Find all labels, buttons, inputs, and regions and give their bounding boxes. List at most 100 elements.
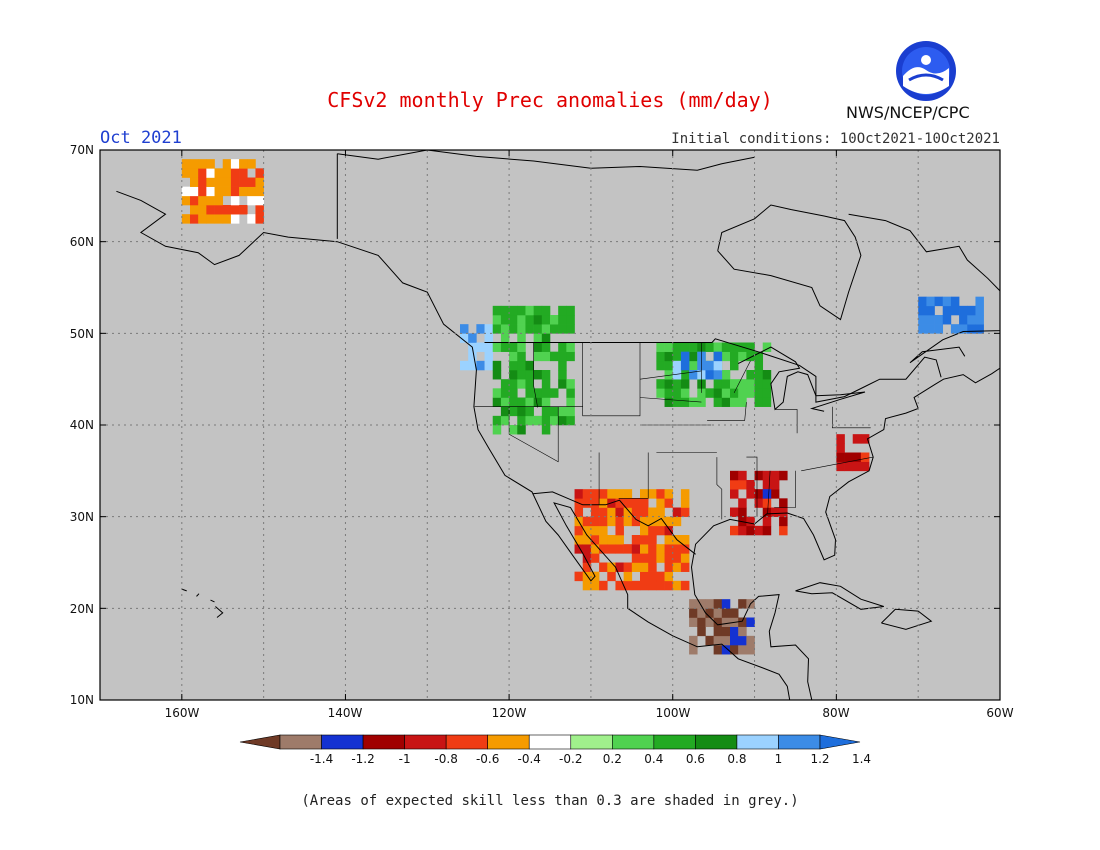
lat-label-10n: 10N — [69, 693, 94, 707]
anomaly-cell — [697, 617, 706, 627]
anomaly-cell — [664, 571, 674, 582]
anomaly-cell — [509, 397, 518, 407]
anomaly-cell — [566, 351, 575, 362]
colorbar-label: 1.4 — [851, 752, 872, 766]
anomaly-cell — [689, 617, 698, 627]
anomaly-cell — [190, 205, 199, 215]
anomaly-cell — [762, 470, 772, 481]
anomaly-cell — [230, 159, 240, 169]
anomaly-cell — [615, 544, 624, 554]
anomaly-cell — [721, 617, 731, 627]
anomaly-cell — [484, 342, 494, 352]
anomaly-cell — [222, 205, 232, 215]
anomaly-cell — [770, 480, 780, 490]
state-border — [639, 397, 702, 403]
anomaly-cell — [492, 415, 502, 426]
anomaly-cell — [239, 177, 248, 187]
state-border — [639, 370, 702, 380]
anomaly-cell — [533, 315, 543, 325]
anomaly-cell — [533, 342, 543, 352]
anomaly-cell — [721, 351, 731, 362]
anomaly-cell — [680, 489, 690, 499]
anomaly-cell — [541, 324, 551, 334]
anomaly-cell — [672, 553, 682, 563]
anomaly-cell — [713, 617, 723, 627]
anomaly-cell — [950, 324, 960, 334]
anomaly-cell — [689, 599, 698, 609]
anomaly-cell — [181, 214, 191, 224]
anomaly-cell — [533, 324, 543, 334]
anomaly-cell — [533, 370, 543, 380]
chart-title: CFSv2 monthly Prec anomalies (mm/day) — [327, 88, 773, 112]
anomaly-cell — [214, 168, 224, 178]
lat-label-50n: 50N — [69, 327, 94, 341]
anomaly-cell — [558, 360, 567, 371]
anomaly-cell — [623, 544, 633, 554]
colorbar-segment — [653, 734, 696, 750]
anomaly-cell — [607, 544, 616, 554]
anomaly-cell — [541, 333, 551, 343]
anomaly-cell — [550, 415, 559, 426]
lat-label-60n: 60N — [69, 235, 94, 249]
anomaly-cell — [697, 599, 706, 609]
anomaly-cell — [705, 599, 714, 609]
anomaly-region-gulf-coast-dry — [730, 470, 788, 536]
anomaly-cell — [517, 425, 526, 435]
anomaly-cell — [533, 415, 543, 426]
anomaly-cell — [590, 535, 600, 545]
anomaly-region-southeast-wet-core — [762, 489, 772, 499]
anomaly-cell — [525, 370, 534, 380]
anomaly-cell — [836, 434, 845, 444]
anomaly-cell — [680, 580, 690, 591]
anomaly-cell — [631, 553, 641, 563]
anomaly-cell — [509, 351, 518, 362]
lat-label-20n: 20N — [69, 602, 94, 616]
anomaly-cell — [230, 177, 240, 187]
anomaly-cell — [631, 507, 641, 517]
anomaly-cell — [672, 360, 682, 371]
anomaly-cell — [738, 397, 747, 407]
anomaly-cell — [648, 580, 657, 591]
anomaly-cell — [206, 159, 215, 169]
anomaly-cell — [460, 324, 469, 334]
anomaly-cell — [607, 516, 616, 527]
anomaly-cell — [648, 544, 657, 554]
anomaly-cell — [762, 516, 772, 527]
anomaly-cell — [680, 397, 690, 407]
anomaly-cell — [230, 168, 240, 178]
anomaly-cell — [705, 617, 714, 627]
anomaly-cell — [574, 544, 584, 554]
anomaly-cell — [738, 470, 747, 481]
anomaly-cell — [770, 507, 780, 517]
anomaly-cell — [640, 580, 649, 591]
anomaly-cell — [705, 388, 714, 398]
anomaly-cell — [779, 507, 788, 517]
anomaly-cell — [779, 516, 788, 527]
anomaly-region-mid-atlantic-dry — [836, 434, 870, 472]
anomaly-cell — [754, 370, 764, 380]
anomaly-cell — [566, 406, 575, 417]
anomaly-cell — [713, 351, 723, 362]
anomaly-cell — [582, 535, 592, 545]
anomaly-cell — [689, 645, 698, 655]
anomaly-cell — [484, 351, 494, 362]
coast-line — [795, 582, 884, 610]
anomaly-cell — [500, 342, 510, 352]
anomaly-cell — [476, 342, 485, 352]
anomaly-cell — [599, 489, 608, 499]
anomaly-cell — [255, 177, 264, 187]
anomaly-cell — [770, 470, 780, 481]
anomaly-cell — [517, 397, 526, 407]
anomaly-cell — [746, 342, 755, 352]
anomaly-cell — [852, 434, 862, 444]
anomaly-cell — [247, 195, 256, 206]
anomaly-cell — [721, 370, 731, 380]
anomaly-cell — [697, 626, 706, 637]
lat-label-40n: 40N — [69, 418, 94, 432]
anomaly-cell — [476, 360, 485, 371]
anomaly-cell — [648, 507, 657, 517]
anomaly-cell — [525, 397, 534, 407]
anomaly-cell — [533, 333, 543, 343]
colorbar — [239, 734, 861, 750]
coast-line — [532, 491, 696, 555]
